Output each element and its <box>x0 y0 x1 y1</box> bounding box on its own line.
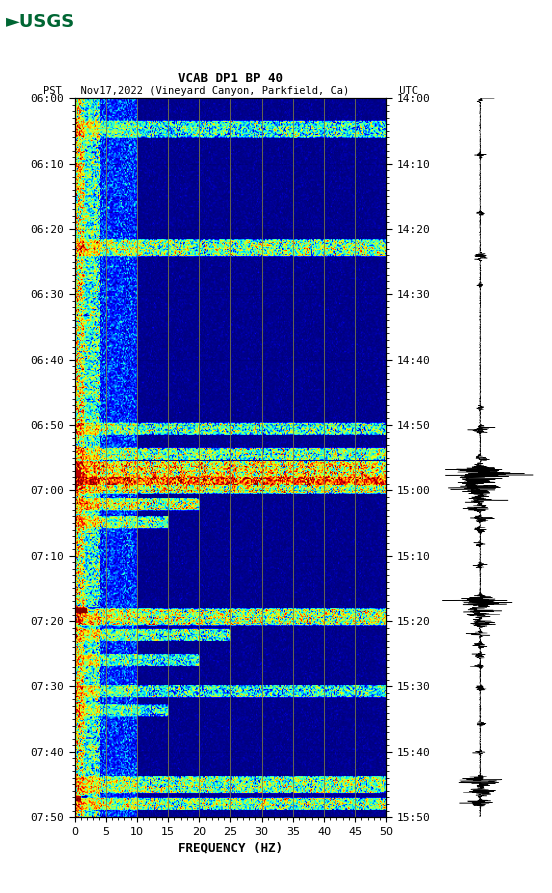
Text: VCAB DP1 BP 40: VCAB DP1 BP 40 <box>178 71 283 85</box>
X-axis label: FREQUENCY (HZ): FREQUENCY (HZ) <box>178 841 283 854</box>
Text: ►USGS: ►USGS <box>6 13 75 31</box>
Text: PST   Nov17,2022 (Vineyard Canyon, Parkfield, Ca)        UTC: PST Nov17,2022 (Vineyard Canyon, Parkfie… <box>43 86 418 96</box>
